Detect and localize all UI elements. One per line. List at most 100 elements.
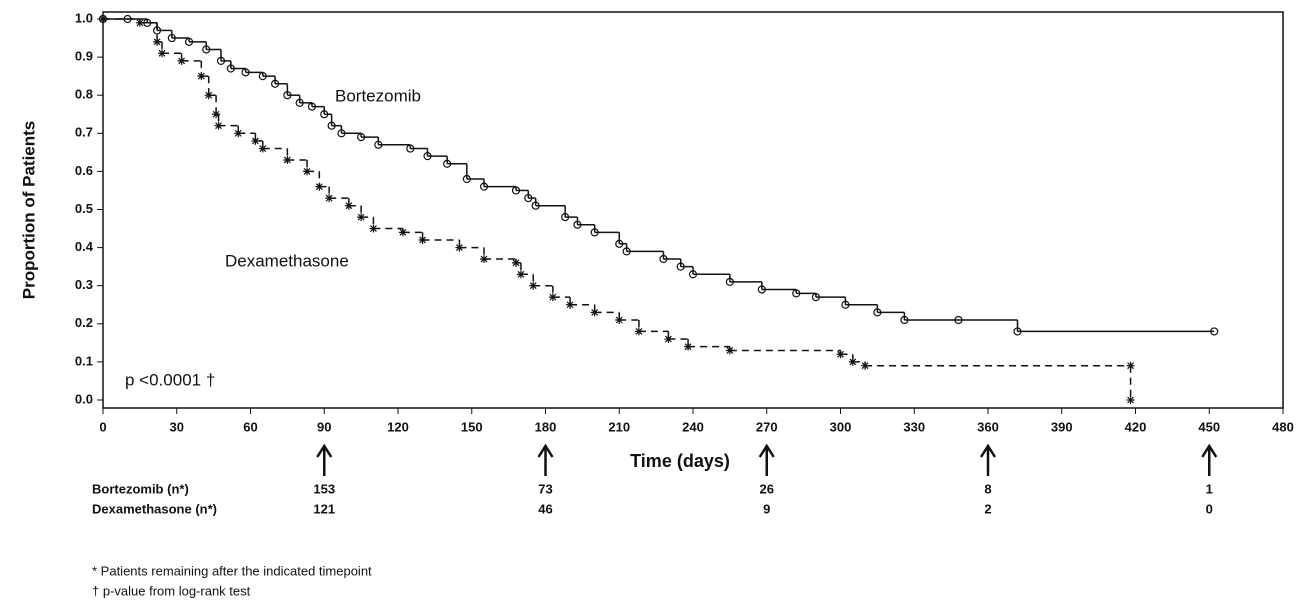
censor-marker <box>418 235 427 244</box>
censor-marker <box>216 56 226 66</box>
x-tick-label: 150 <box>461 419 483 434</box>
censor-marker <box>561 213 570 222</box>
censor-marker <box>757 285 766 294</box>
censor-marker <box>622 247 631 256</box>
censor-marker <box>369 224 378 233</box>
censor-marker <box>357 213 366 222</box>
censor-marker <box>1126 396 1135 404</box>
censor-marker <box>688 270 698 279</box>
risk-count: 153 <box>313 481 335 496</box>
censor-marker <box>664 335 673 344</box>
y-tick-label: 1.0 <box>75 10 93 25</box>
x-tick-label: 450 <box>1198 419 1220 434</box>
censor-marker <box>659 254 668 264</box>
censor-marker <box>676 262 685 271</box>
timepoint-arrow <box>758 443 775 476</box>
censor-marker <box>792 289 801 298</box>
censor-marker <box>135 18 144 27</box>
x-tick-label: 0 <box>99 419 106 434</box>
censor-marker <box>480 255 489 264</box>
censor-marker <box>954 315 963 325</box>
x-tick-label: 30 <box>170 419 184 434</box>
censor-marker <box>529 281 538 290</box>
x-tick-label: 390 <box>1051 419 1073 434</box>
censor-marker <box>524 193 533 203</box>
risk-count: 73 <box>538 481 552 496</box>
censor-marker <box>684 342 693 351</box>
censor-marker <box>861 361 870 370</box>
annotation: p <0.0001 † <box>125 370 215 389</box>
censor-marker <box>900 315 909 325</box>
censor-marker <box>258 72 267 81</box>
censor-marker <box>512 258 520 267</box>
censor-marker <box>479 182 489 191</box>
y-tick-label: 0.3 <box>75 277 93 292</box>
risk-count: 0 <box>1206 501 1213 516</box>
censor-marker <box>204 91 213 100</box>
x-tick-label: 480 <box>1272 419 1294 434</box>
x-tick-label: 360 <box>977 419 999 434</box>
risk-row-label: Bortezomib (n*) <box>92 481 189 496</box>
x-tick-label: 60 <box>243 419 257 434</box>
censor-marker <box>315 182 324 191</box>
censor-marker <box>212 110 221 119</box>
censor-marker <box>1210 327 1219 336</box>
censor-marker <box>590 308 599 317</box>
x-tick-label: 180 <box>535 419 557 434</box>
plot-frame <box>102 11 1284 409</box>
censor-marker <box>511 186 521 195</box>
censor-marker <box>303 167 312 176</box>
censor-marker <box>443 159 452 168</box>
timepoint-arrow <box>316 443 333 476</box>
censor-marker <box>337 129 346 138</box>
x-tick-label: 120 <box>387 419 409 434</box>
censor-marker <box>202 45 211 54</box>
censor-marker <box>1126 361 1135 370</box>
censor-marker <box>615 315 624 324</box>
risk-count: 46 <box>538 501 552 516</box>
censor-marker <box>398 228 407 237</box>
censor-marker <box>295 98 304 107</box>
x-axis-label: Time (days) <box>630 451 730 471</box>
risk-count: 26 <box>760 481 774 496</box>
x-tick-label: 270 <box>756 419 778 434</box>
censor-marker <box>516 270 525 279</box>
censor-marker <box>283 91 292 100</box>
y-axis-label: Proportion of Patients <box>19 121 38 300</box>
footnote: * Patients remaining after the indicated… <box>92 563 372 578</box>
censor-marker <box>548 293 557 302</box>
annotation: Bortezomib <box>335 86 421 105</box>
censor-marker <box>873 308 882 317</box>
censor-marker <box>307 102 317 111</box>
risk-count: 121 <box>313 501 335 516</box>
censor-marker <box>226 64 235 73</box>
censor-marker <box>283 155 292 164</box>
x-tick-label: 300 <box>830 419 852 434</box>
censor-marker <box>234 129 243 138</box>
censor-marker <box>462 174 471 184</box>
y-tick-label: 0.0 <box>75 391 93 406</box>
x-tick-label: 210 <box>608 419 630 434</box>
censor-marker <box>615 239 624 248</box>
censor-marker <box>270 79 280 88</box>
y-tick-label: 0.6 <box>75 163 93 178</box>
censor-marker <box>344 201 353 210</box>
censor-marker <box>374 140 383 149</box>
censor-marker <box>251 136 260 145</box>
x-tick-label: 90 <box>317 419 331 434</box>
censor-marker <box>214 121 223 130</box>
x-tick-label: 420 <box>1125 419 1147 434</box>
censor-marker <box>241 68 250 77</box>
risk-count: 9 <box>763 501 770 516</box>
censor-marker <box>634 327 643 336</box>
censor-marker <box>153 37 162 46</box>
censor-marker <box>566 300 575 309</box>
y-tick-label: 0.1 <box>75 353 93 368</box>
censor-marker <box>197 72 206 81</box>
annotation: Dexamethasone <box>225 251 349 270</box>
censor-marker <box>836 350 845 359</box>
censor-marker <box>1013 327 1022 336</box>
censor-marker <box>320 110 329 119</box>
x-tick-label: 240 <box>682 419 704 434</box>
